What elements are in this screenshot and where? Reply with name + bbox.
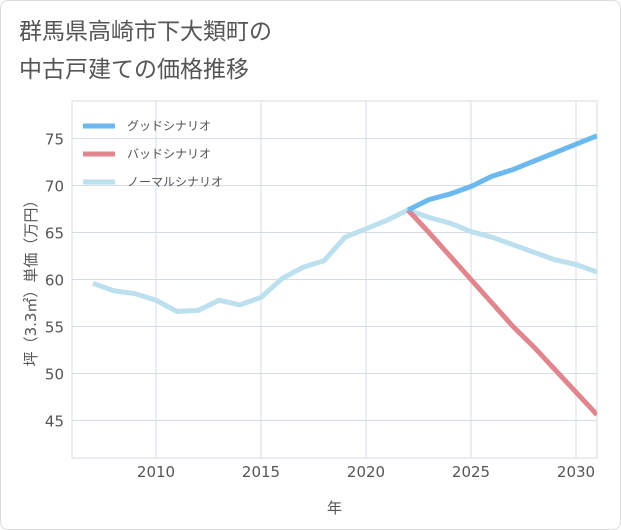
x-tick-label: 2030	[557, 463, 595, 481]
y-tick-label: 70	[45, 178, 64, 196]
x-tick-label: 2020	[347, 463, 385, 481]
legend-label: バッドシナリオ	[127, 147, 211, 161]
y-tick-label: 75	[45, 131, 64, 149]
legend-normal: ノーマルシナリオ	[83, 175, 223, 189]
series-lines	[92, 133, 597, 417]
y-tick-label: 45	[45, 412, 64, 430]
y-tick-label: 65	[45, 225, 64, 243]
grid	[71, 100, 598, 459]
title-line-1: 群馬県高崎市下大類町の	[19, 19, 272, 45]
x-tick-label: 2010	[137, 463, 175, 481]
normal-scenario-line	[92, 207, 597, 314]
good-scenario-line	[406, 133, 597, 213]
y-axis-label: 坪（3.3㎡）単価（万円）	[22, 193, 40, 367]
chart-title: 群馬県高崎市下大類町の 中古戸建ての価格推移	[19, 13, 272, 89]
legend-bad: バッドシナリオ	[83, 147, 211, 161]
y-tick-label: 50	[45, 365, 64, 383]
y-tick-label: 60	[45, 272, 64, 290]
legend-label: グッドシナリオ	[127, 119, 211, 133]
x-tick-label: 2025	[452, 463, 490, 481]
x-axis-label: 年	[327, 499, 342, 517]
bad-scenario-line	[406, 208, 597, 417]
legend-good: グッドシナリオ	[83, 119, 211, 133]
x-tick-label: 2015	[242, 463, 280, 481]
title-line-2: 中古戸建ての価格推移	[19, 57, 249, 83]
y-tick-label: 55	[45, 318, 64, 336]
legend-label: ノーマルシナリオ	[127, 175, 223, 189]
tick-labels: 45 50 55 60 65 70 75 2010 2015 2020 2025 2030	[45, 131, 595, 481]
